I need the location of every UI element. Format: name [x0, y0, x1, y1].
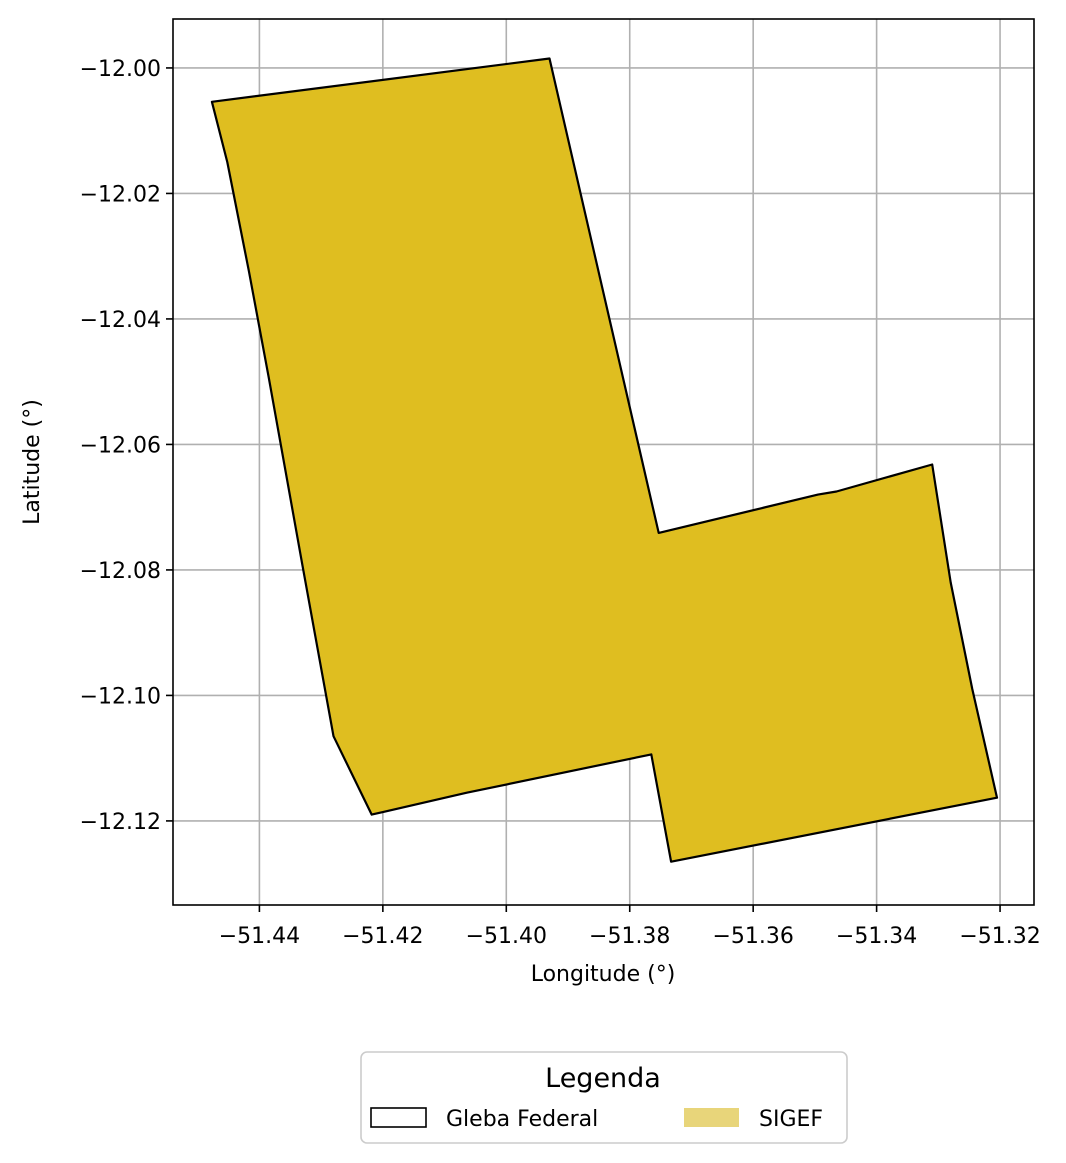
polygon-gleba-federal	[210, 57, 999, 863]
legend-swatch-gleba-federal	[370, 1107, 427, 1128]
x-tick-label: −51.34	[836, 924, 917, 949]
x-tick-label: −51.36	[712, 924, 793, 949]
polygon-sigef	[211, 58, 997, 862]
x-tick-label: −51.38	[589, 924, 670, 949]
map-layers	[210, 57, 999, 863]
x-axis-label: Longitude (°)	[531, 962, 676, 987]
y-tick-label: −12.08	[80, 559, 161, 584]
x-tick-label: −51.40	[466, 924, 547, 949]
x-tick-label: −51.42	[342, 924, 423, 949]
legend-label-sigef: SIGEF	[759, 1107, 823, 1132]
axes-frame	[172, 18, 1035, 906]
x-tick-label: −51.32	[959, 924, 1040, 949]
legend-title: Legenda	[545, 1063, 661, 1094]
axis-ticks: −51.44 −51.42 −51.40 −51.38 −51.36 −51.34 −51.…	[80, 57, 1041, 949]
legend-label-gleba-federal: Gleba Federal	[446, 1107, 598, 1132]
y-tick-label: −12.00	[80, 57, 161, 82]
y-tick-label: −12.10	[80, 684, 161, 709]
y-tick-label: −12.04	[80, 308, 161, 333]
y-tick-label: −12.12	[80, 810, 161, 835]
y-axis-label: Latitude (°)	[20, 399, 45, 525]
legend-swatch-sigef	[684, 1108, 739, 1127]
y-tick-label: −12.06	[80, 433, 161, 458]
y-tick-label: −12.02	[80, 182, 161, 207]
x-tick-label: −51.44	[219, 924, 300, 949]
legend: Legenda Gleba Federal SIGEF	[360, 1051, 848, 1144]
